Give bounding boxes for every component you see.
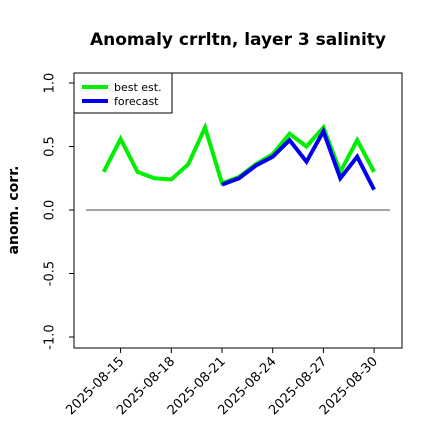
legend-label: best est. bbox=[114, 81, 162, 94]
y-tick-label: 0.0 bbox=[43, 200, 58, 221]
y-tick-label: -1.0 bbox=[43, 324, 58, 349]
y-tick-label: -0.5 bbox=[43, 261, 58, 286]
y-axis-label: anom. corr. bbox=[6, 166, 22, 255]
y-tick-label: 1.0 bbox=[43, 73, 58, 94]
legend: best est.forecast bbox=[73, 72, 173, 114]
legend-label: forecast bbox=[114, 95, 159, 108]
y-tick-label: 0.5 bbox=[43, 136, 58, 157]
legend-box bbox=[73, 72, 173, 114]
series-line-forecast bbox=[221, 126, 376, 191]
chart-title: Anomaly crrltn, layer 3 salinity bbox=[90, 30, 386, 50]
